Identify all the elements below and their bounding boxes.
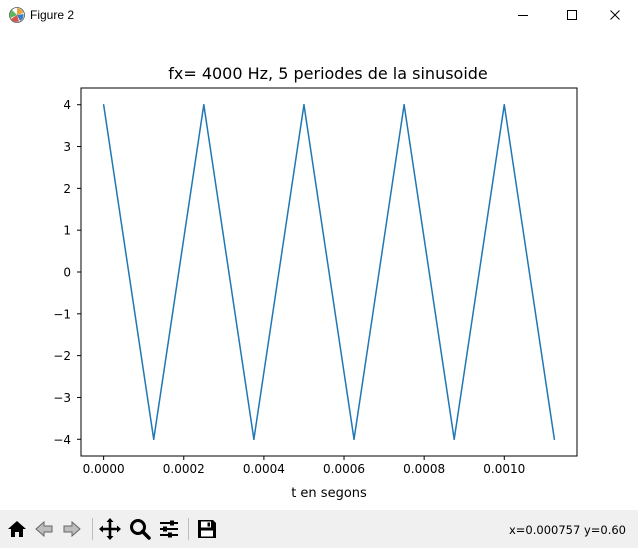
x-axis-label: t en segons	[291, 486, 367, 501]
data-line	[102, 103, 556, 441]
data-point	[503, 103, 506, 106]
pan-button[interactable]	[98, 517, 122, 541]
home-icon	[6, 518, 28, 540]
save-button[interactable]	[195, 517, 219, 541]
data-point	[453, 438, 455, 441]
data-point	[553, 438, 556, 441]
x-tick-label: 0.0002	[163, 462, 205, 476]
data-point	[203, 103, 205, 106]
close-button[interactable]	[592, 0, 638, 30]
home-button[interactable]	[5, 517, 29, 541]
figure-canvas[interactable]: fx= 4000 Hz, 5 periodes de la sinusoide …	[0, 30, 638, 510]
x-tick-label: 0.0006	[323, 462, 365, 476]
minimize-button[interactable]	[500, 0, 546, 30]
matplotlib-icon	[8, 6, 26, 24]
data-points	[102, 103, 556, 441]
y-axis: 4 3 2 1 0 −1 −2 −3 −4	[53, 98, 81, 447]
toolbar-separator	[92, 518, 93, 540]
save-icon	[196, 518, 218, 540]
x-tick-label: 0.0004	[243, 462, 285, 476]
forward-icon	[61, 518, 83, 540]
maximize-icon	[566, 9, 578, 21]
pan-icon	[98, 517, 122, 541]
configure-subplots-icon	[157, 517, 181, 541]
data-point	[403, 103, 405, 106]
plot: fx= 4000 Hz, 5 periodes de la sinusoide …	[53, 64, 578, 501]
data-point	[253, 438, 255, 441]
zoom-icon	[128, 517, 152, 541]
zoom-button[interactable]	[128, 517, 152, 541]
data-point	[102, 103, 105, 106]
data-point	[303, 103, 305, 106]
chart-title: fx= 4000 Hz, 5 periodes de la sinusoide	[168, 64, 488, 83]
toolbar-separator	[188, 518, 189, 540]
x-tick-label: 0.0010	[483, 462, 525, 476]
y-tick-label: 2	[63, 182, 71, 196]
y-tick-label: 1	[63, 224, 71, 238]
close-icon	[609, 9, 621, 21]
forward-button[interactable]	[60, 517, 84, 541]
x-tick-label: 0.0008	[403, 462, 445, 476]
y-tick-label: 3	[63, 140, 71, 154]
back-icon	[33, 518, 55, 540]
y-tick-label: −2	[53, 349, 71, 363]
minimize-icon	[517, 9, 529, 21]
cursor-coordinates: x=0.000757 y=0.60	[508, 523, 626, 537]
y-tick-label: −4	[53, 433, 71, 447]
window-title: Figure 2	[30, 8, 75, 22]
data-point	[152, 438, 155, 441]
back-button[interactable]	[32, 517, 56, 541]
y-tick-label: 0	[63, 266, 71, 280]
x-axis: 0.0000 0.0002 0.0004 0.0006 0.0008 0.0010	[83, 456, 525, 476]
data-point	[353, 438, 355, 441]
title-bar[interactable]: Figure 2	[0, 0, 638, 30]
navigation-toolbar: x=0.000757 y=0.60	[0, 510, 638, 548]
y-tick-label: −3	[53, 391, 71, 405]
maximize-button[interactable]	[549, 0, 595, 30]
y-tick-label: −1	[53, 307, 71, 321]
configure-subplots-button[interactable]	[157, 517, 181, 541]
y-tick-label: 4	[63, 98, 71, 112]
x-tick-label: 0.0000	[83, 462, 125, 476]
